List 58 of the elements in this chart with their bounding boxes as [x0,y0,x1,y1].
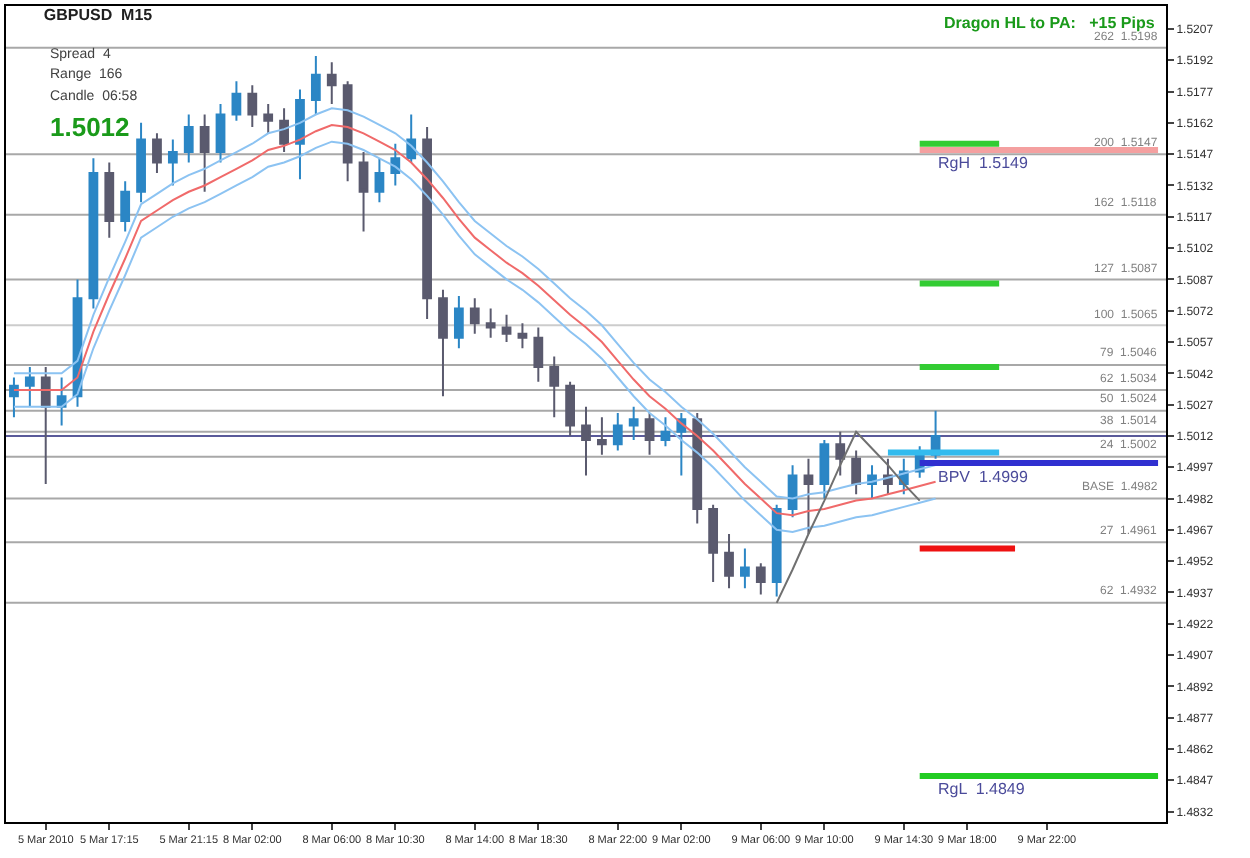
candlestick [533,326,544,383]
candlestick [660,416,671,448]
candlestick [120,180,131,233]
candlestick [40,366,51,485]
candlestick [326,61,337,106]
candlestick [310,55,321,116]
candlestick [469,297,480,335]
candlestick [771,503,782,598]
annotation: Dragon HL to PA: +15 Pips [944,14,1156,32]
candlestick [24,366,35,408]
annotation: RgL 1.4849 [938,780,1026,798]
candlestick [851,449,862,496]
chart-title: GBPUSD M15 [43,5,154,24]
candlestick [549,355,560,419]
candlestick [183,113,194,164]
candlestick [581,405,591,477]
candlestick [199,113,210,193]
candlestick [104,161,115,239]
candlestick [835,430,846,477]
candlestick [740,547,750,590]
annotation: 1.5012 [50,112,130,142]
candlestick [485,307,496,339]
candlestick [295,88,305,181]
candlestick [501,313,512,343]
candlestick [692,411,703,525]
candlestick [819,439,830,500]
candlestick [612,411,623,452]
candlestick [56,376,67,427]
candlestick [708,503,719,583]
candlestick [517,322,528,350]
candlestick [676,411,687,477]
candlestick [358,151,369,233]
candlestick [565,380,575,437]
candlestick [390,142,401,187]
candlestick [9,376,19,419]
candlestick [231,80,242,122]
candlestick [374,157,385,204]
line-series [775,430,921,604]
annotation: BPV 1.4999 [938,468,1029,486]
candlestick [628,405,639,442]
candlestick [88,157,99,310]
candlestick [597,416,607,456]
candlestick [422,126,432,321]
candlestick [803,457,814,535]
candlestick [247,84,258,129]
candlestick [453,295,464,350]
annotation: RgH 1.5149 [938,154,1029,172]
candlestick [342,80,353,183]
candlestick [167,138,178,187]
candlestick [279,107,289,154]
candlestick [438,288,448,398]
candlestick [215,103,226,164]
candlestick [136,121,146,204]
candlestick [152,132,162,174]
candlestick [724,533,734,590]
candlestick [263,103,274,135]
candlestick [755,562,766,596]
candlestick [644,411,655,456]
